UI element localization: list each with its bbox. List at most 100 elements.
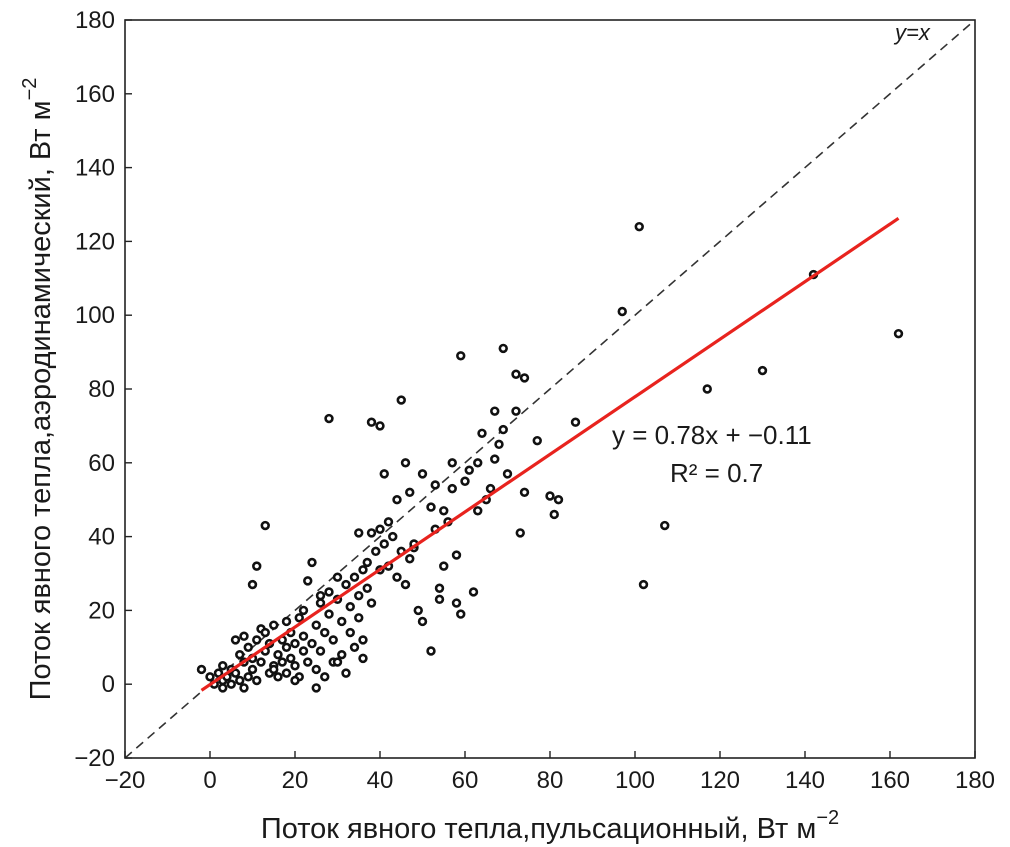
data-point (358, 653, 368, 664)
data-point (218, 661, 228, 671)
x-axis-title-superscript: −2 (816, 807, 839, 829)
data-point (405, 554, 415, 564)
regression-line (200, 217, 900, 692)
data-point (439, 561, 449, 571)
data-point (405, 487, 415, 498)
data-point (298, 605, 309, 616)
data-point (388, 531, 398, 542)
x-tick-label: 60 (452, 767, 479, 794)
data-point (315, 598, 326, 608)
data-points (196, 221, 904, 693)
x-tick-label: 80 (537, 767, 564, 794)
x-tick-label: 40 (367, 767, 394, 794)
data-point (332, 657, 343, 667)
data-point (303, 657, 313, 667)
x-tick-label: 160 (870, 767, 910, 794)
x-tick-label: 100 (615, 767, 655, 794)
data-point (311, 683, 321, 693)
data-point (451, 598, 462, 608)
r-squared-label: R² = 0.7 (670, 458, 763, 488)
data-point (273, 649, 283, 660)
data-point (366, 528, 377, 538)
data-point (218, 683, 228, 693)
data-point (298, 646, 309, 656)
data-point (354, 528, 364, 538)
data-point (230, 668, 241, 678)
data-point (371, 546, 381, 557)
data-point (426, 646, 436, 656)
data-point (392, 495, 402, 505)
data-point (400, 579, 411, 590)
data-point (417, 616, 428, 627)
data-point (549, 509, 559, 520)
data-point (269, 620, 279, 630)
data-point (311, 664, 321, 675)
x-tick-label: 0 (203, 767, 216, 794)
data-point (464, 465, 474, 475)
data-point (345, 627, 355, 638)
data-point (456, 609, 466, 619)
data-point (511, 369, 521, 379)
data-point (426, 502, 436, 512)
data-point (243, 672, 253, 682)
data-point (477, 428, 487, 438)
data-point (893, 328, 904, 339)
data-point (252, 675, 262, 686)
data-point (430, 480, 440, 490)
data-point (281, 642, 292, 652)
data-point (205, 672, 215, 682)
data-point (396, 395, 406, 405)
data-point (269, 664, 279, 675)
data-point (634, 221, 644, 232)
y-axis-title: Поток явного тепла,аэродинамический, Вт … (19, 78, 57, 701)
data-point (511, 406, 521, 416)
data-point (277, 657, 287, 667)
data-point (434, 594, 445, 605)
y-tick-label: 60 (88, 450, 115, 477)
data-point (320, 672, 330, 682)
y-tick-label: 0 (102, 671, 115, 698)
data-point (307, 638, 317, 649)
data-point (196, 664, 207, 675)
data-point (341, 668, 351, 678)
data-point (570, 417, 581, 427)
data-point (519, 487, 530, 498)
data-point (375, 524, 385, 534)
data-point (354, 613, 364, 623)
identity-line-label: y=x (893, 20, 931, 45)
data-point (324, 609, 334, 619)
data-point (379, 539, 389, 549)
x-tick-label: −20 (105, 767, 146, 794)
data-point (281, 668, 292, 678)
data-point (366, 417, 377, 427)
y-tick-label: 40 (88, 524, 115, 551)
data-point (290, 638, 300, 649)
data-point (213, 668, 224, 678)
data-point (349, 572, 360, 582)
data-point (358, 565, 368, 575)
data-point (358, 635, 368, 645)
data-point (349, 642, 360, 652)
data-point (638, 579, 649, 590)
y-tick-label: 20 (88, 597, 115, 624)
data-point (498, 424, 508, 435)
data-point (494, 439, 504, 450)
data-point (345, 602, 355, 612)
data-point (303, 576, 313, 586)
data-point (247, 579, 258, 590)
data-point (320, 627, 330, 638)
data-point (473, 458, 483, 468)
data-point (281, 616, 292, 627)
data-point (473, 506, 483, 516)
data-point (439, 506, 449, 516)
data-point (532, 435, 542, 446)
data-point (757, 365, 768, 376)
y-tick-label: −20 (74, 745, 115, 772)
data-point (307, 557, 317, 568)
data-point (341, 579, 351, 590)
x-tick-label: 120 (700, 767, 740, 794)
data-point (286, 653, 296, 664)
data-point (456, 351, 466, 361)
data-point (379, 469, 389, 479)
data-point (400, 458, 411, 468)
